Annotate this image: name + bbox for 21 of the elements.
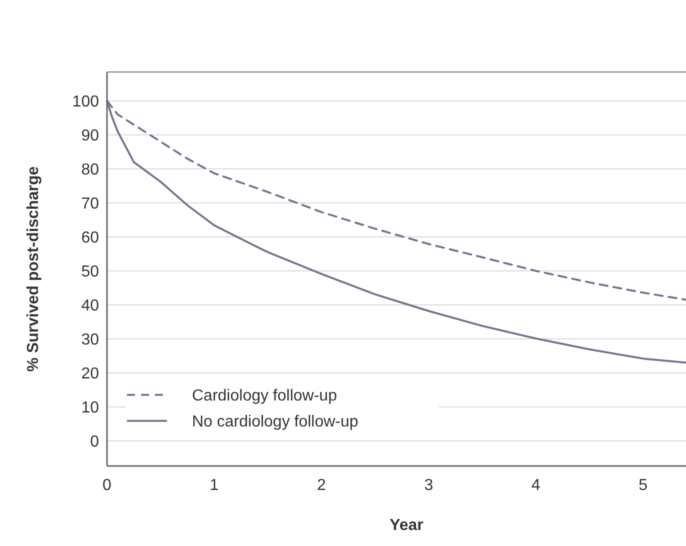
x-tick-label: 5 [638,477,648,494]
y-tick-label: 90 [81,127,100,144]
y-tick-label: 80 [81,161,100,178]
y-tick-label: 10 [81,399,100,416]
x-tick-label: 1 [210,477,219,494]
x-tick-label: 4 [531,477,540,494]
y-tick-label: 40 [81,297,100,314]
y-tick-label: 30 [81,331,100,348]
x-axis-title: Year [390,517,424,534]
y-tick-label: 70 [81,195,100,212]
y-tick-label: 20 [81,365,100,382]
y-tick-label: 100 [72,93,100,110]
x-tick-label: 3 [424,477,434,494]
legend-label: No cardiology follow-up [192,413,358,430]
x-tick-label: 0 [102,477,112,494]
y-tick-label: 0 [90,433,100,450]
legend-label: Cardiology follow-up [192,387,338,404]
y-tick-label: 60 [81,229,100,246]
x-tick-label: 2 [316,477,326,494]
y-tick-label: 50 [81,263,100,280]
y-axis-title: % Survived post-discharge [25,166,42,372]
